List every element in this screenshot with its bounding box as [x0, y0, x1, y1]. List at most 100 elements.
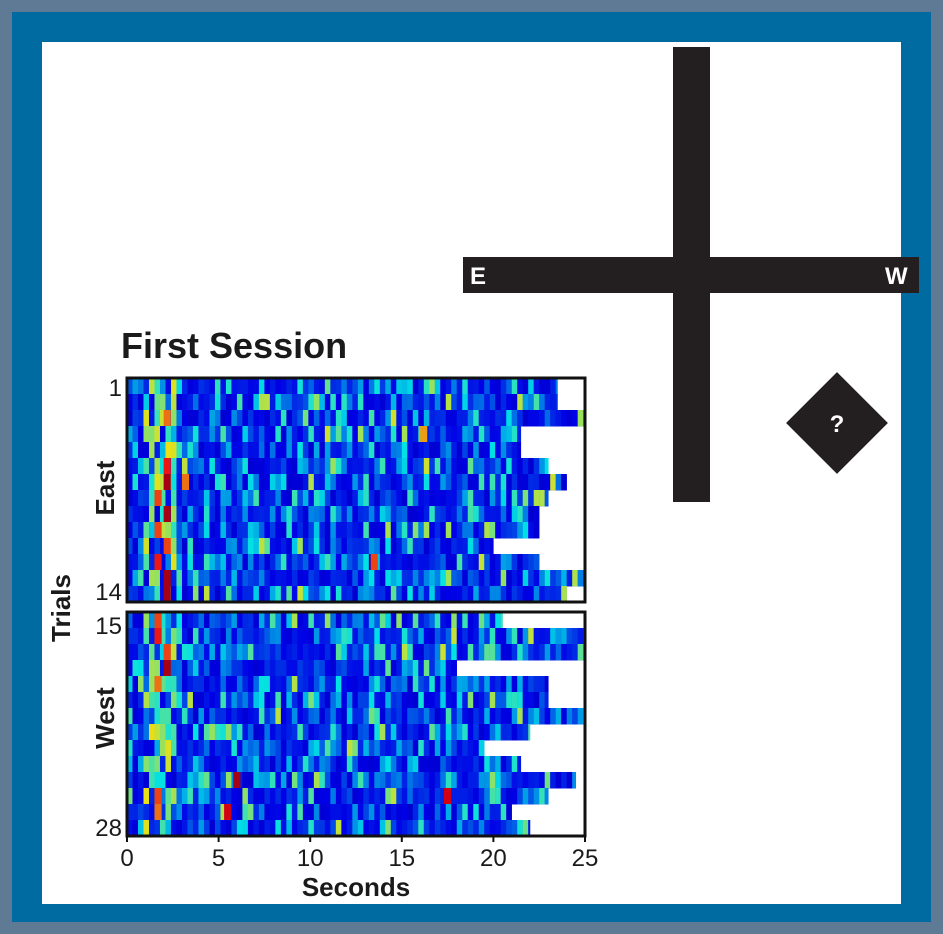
heatmap-cell	[412, 554, 419, 571]
heatmap-cell	[517, 410, 523, 427]
heatmap-cell	[341, 442, 348, 459]
heatmap-cell	[385, 724, 392, 741]
heatmap-cell	[308, 788, 315, 805]
heatmap-cell	[291, 490, 298, 507]
heatmap-cell	[132, 724, 139, 741]
heatmap-cell	[286, 756, 293, 773]
heatmap-cell-high	[154, 628, 162, 644]
heatmap-cell	[159, 554, 166, 571]
heatmap-cell	[275, 474, 282, 491]
heatmap-cell	[203, 612, 210, 629]
heatmap-cell	[335, 676, 342, 693]
heatmap-cell	[181, 394, 188, 411]
heatmap-cell	[385, 804, 392, 821]
heatmap-cell	[231, 612, 238, 629]
heatmap-cell	[341, 676, 348, 693]
heatmap-cell	[489, 458, 496, 475]
heatmap-cell	[214, 692, 221, 709]
heatmap-cell	[264, 724, 271, 741]
heatmap-cell	[506, 426, 512, 443]
maze-horizontal-arm	[463, 257, 919, 293]
heatmap-cell	[302, 724, 309, 741]
heatmap-cell	[451, 554, 457, 571]
heatmap-cell	[440, 820, 446, 837]
heatmap-cell	[506, 586, 512, 603]
heatmap-cell	[445, 538, 452, 555]
heatmap-cell	[280, 820, 287, 837]
heatmap-cell	[247, 506, 254, 523]
heatmap-cell	[269, 724, 276, 741]
heatmap-cell	[330, 628, 337, 645]
heatmap-cell	[143, 458, 150, 475]
heatmap-cell	[176, 644, 183, 661]
heatmap-cell	[335, 506, 342, 523]
heatmap-cell	[159, 756, 166, 773]
heatmap-cell-high	[163, 506, 171, 522]
heatmap-cell	[275, 708, 282, 725]
heatmap-cell	[445, 378, 452, 395]
heatmap-cell	[192, 394, 199, 411]
heatmap-cell	[280, 788, 287, 805]
heatmap-cell	[429, 490, 435, 507]
heatmap-cell	[500, 442, 507, 459]
heatmap-cell	[154, 570, 161, 587]
heatmap-cell	[159, 426, 166, 443]
heatmap-cell	[214, 724, 221, 741]
heatmap-cell	[247, 426, 254, 443]
heatmap-cell	[275, 378, 282, 395]
heatmap-cell	[280, 570, 287, 587]
heatmap-cell	[335, 538, 342, 555]
heatmap-cell	[423, 506, 430, 523]
heatmap-cell	[308, 628, 315, 645]
heatmap-cell	[209, 394, 216, 411]
heatmap-cell	[341, 756, 348, 773]
heatmap-cell	[247, 522, 254, 539]
heatmap-cell	[544, 474, 551, 491]
heatmap-cell	[407, 426, 413, 443]
heatmap-cell	[522, 474, 529, 491]
heatmap-cell	[379, 410, 386, 427]
heatmap-cell	[324, 820, 331, 837]
heatmap-cell	[132, 804, 139, 821]
heatmap-cell	[137, 708, 144, 725]
heatmap-cell	[368, 660, 375, 677]
heatmap-cell	[379, 586, 386, 603]
heatmap-cell	[220, 788, 227, 805]
heatmap-cell	[132, 740, 139, 757]
heatmap-cell	[209, 586, 216, 603]
heatmap-cell	[286, 612, 293, 629]
heatmap-cell	[396, 570, 402, 587]
heatmap-cell	[165, 612, 172, 629]
heatmap-cell	[143, 490, 150, 507]
heatmap-cell	[363, 506, 370, 523]
heatmap-cell	[132, 612, 139, 629]
heatmap-cell	[313, 394, 320, 411]
heatmap-cell	[214, 756, 221, 773]
heatmap-cell	[214, 804, 221, 821]
heatmap-cell	[577, 644, 584, 661]
heatmap-cell	[418, 756, 424, 773]
heatmap-cell	[181, 724, 188, 741]
heatmap-cell	[192, 660, 199, 677]
heatmap-cell	[346, 772, 353, 789]
heatmap-cell	[143, 394, 150, 411]
heatmap-cell	[159, 676, 166, 693]
heatmap-cell	[308, 660, 315, 677]
heatmap-cell	[495, 804, 501, 821]
heatmap-cell	[572, 570, 578, 587]
heatmap-cell	[423, 804, 430, 821]
heatmap-cell	[308, 820, 315, 837]
heatmap-cell	[269, 788, 276, 805]
heatmap-cell	[154, 692, 161, 709]
heatmap-cell	[412, 442, 419, 459]
heatmap-cell	[225, 692, 232, 709]
heatmap-cell	[379, 692, 386, 709]
heatmap-cell	[159, 506, 166, 523]
heatmap-cell	[407, 474, 413, 491]
heatmap-cell	[225, 426, 232, 443]
heatmap-cell	[132, 426, 139, 443]
heatmap-cell	[357, 660, 364, 677]
heatmap-cell	[187, 676, 194, 693]
heatmap-cell	[368, 506, 375, 523]
heatmap-cell	[418, 554, 424, 571]
